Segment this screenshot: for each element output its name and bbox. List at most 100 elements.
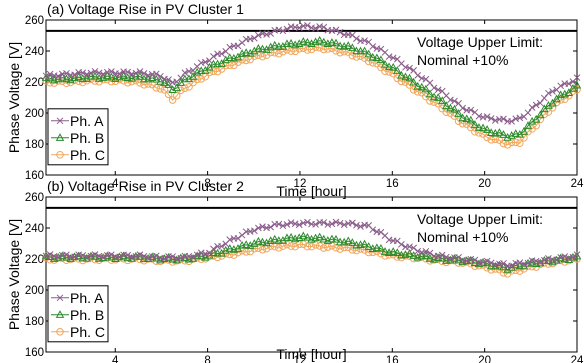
data-point xyxy=(516,259,524,267)
data-point xyxy=(54,72,62,80)
data-point xyxy=(348,246,357,254)
data-point xyxy=(241,240,251,248)
data-point xyxy=(405,73,414,82)
data-point xyxy=(169,253,176,260)
data-point xyxy=(185,252,193,260)
data-point xyxy=(340,47,348,56)
data-point xyxy=(393,253,402,261)
data-point xyxy=(556,96,565,104)
data-point xyxy=(299,44,308,52)
data-point xyxy=(410,67,417,74)
data-point xyxy=(124,251,132,259)
data-point xyxy=(470,120,480,128)
data-point xyxy=(364,242,373,250)
data-point xyxy=(218,242,225,250)
data-point xyxy=(307,242,316,251)
data-point xyxy=(295,221,303,229)
data-point xyxy=(348,219,356,227)
data-point xyxy=(42,252,50,260)
data-point xyxy=(336,219,344,227)
data-point xyxy=(381,67,389,76)
data-point xyxy=(467,106,475,114)
y-tick-label: 180 xyxy=(25,139,44,151)
data-point xyxy=(319,234,328,243)
data-point xyxy=(83,253,91,261)
data-point xyxy=(86,71,96,80)
data-point xyxy=(462,114,471,123)
data-point xyxy=(250,34,258,42)
data-point xyxy=(250,227,258,235)
chart-title: (b) Voltage Rise in PV Cluster 2 xyxy=(47,178,244,194)
data-point xyxy=(91,67,99,75)
data-point xyxy=(259,223,266,230)
x-tick-label: 8 xyxy=(204,178,210,190)
data-point xyxy=(270,242,279,251)
data-point xyxy=(340,221,348,229)
data-point xyxy=(287,47,295,55)
data-point xyxy=(459,104,466,112)
data-point xyxy=(152,70,160,78)
data-point xyxy=(267,30,275,37)
legend-swatch-marker xyxy=(55,310,65,318)
data-point xyxy=(348,43,357,52)
data-point xyxy=(376,243,386,252)
data-point xyxy=(356,46,365,55)
data-point xyxy=(226,236,234,243)
legend-label: Ph. B xyxy=(70,130,104,146)
data-point xyxy=(209,248,218,257)
data-point xyxy=(335,41,345,50)
data-point xyxy=(258,44,267,53)
data-point xyxy=(332,46,340,55)
data-point xyxy=(384,62,394,71)
data-point xyxy=(303,37,312,46)
data-point xyxy=(511,129,520,137)
data-point xyxy=(320,23,328,31)
data-point xyxy=(263,31,270,38)
data-point xyxy=(388,62,398,71)
data-point xyxy=(144,254,152,262)
data-point xyxy=(548,98,557,107)
data-point xyxy=(380,59,390,68)
data-point xyxy=(433,93,443,101)
data-point xyxy=(507,138,516,147)
y-tick-label: 160 xyxy=(25,347,44,359)
data-point xyxy=(478,123,488,132)
data-point xyxy=(254,244,263,252)
data-point xyxy=(368,58,377,67)
data-point xyxy=(139,74,149,83)
data-point xyxy=(315,35,324,44)
y-tick-label: 200 xyxy=(25,108,44,120)
data-point xyxy=(483,113,491,120)
data-point xyxy=(71,253,78,261)
limit-annotation-line1: Voltage Upper Limit: xyxy=(417,211,543,227)
data-point xyxy=(332,218,340,226)
data-point xyxy=(426,249,434,257)
data-point xyxy=(46,251,54,258)
data-point xyxy=(270,234,279,243)
data-point xyxy=(205,68,214,77)
data-point xyxy=(140,70,148,77)
data-point xyxy=(279,27,287,35)
data-point xyxy=(406,243,413,251)
data-point xyxy=(319,45,328,54)
data-point xyxy=(242,56,250,65)
data-point xyxy=(463,257,471,265)
data-point xyxy=(561,253,569,260)
data-point xyxy=(160,86,169,94)
data-point xyxy=(213,253,222,262)
data-point xyxy=(372,243,382,252)
data-point xyxy=(422,247,430,255)
data-point xyxy=(491,261,499,269)
data-point xyxy=(152,252,160,260)
data-point xyxy=(328,220,336,228)
data-point xyxy=(241,48,251,56)
data-point xyxy=(483,263,491,272)
data-point xyxy=(348,238,357,246)
data-point xyxy=(286,232,296,241)
data-point xyxy=(332,243,340,252)
data-point xyxy=(303,232,312,241)
data-point xyxy=(63,69,70,77)
data-point xyxy=(201,58,209,66)
data-point xyxy=(483,133,491,142)
data-point xyxy=(331,234,341,243)
